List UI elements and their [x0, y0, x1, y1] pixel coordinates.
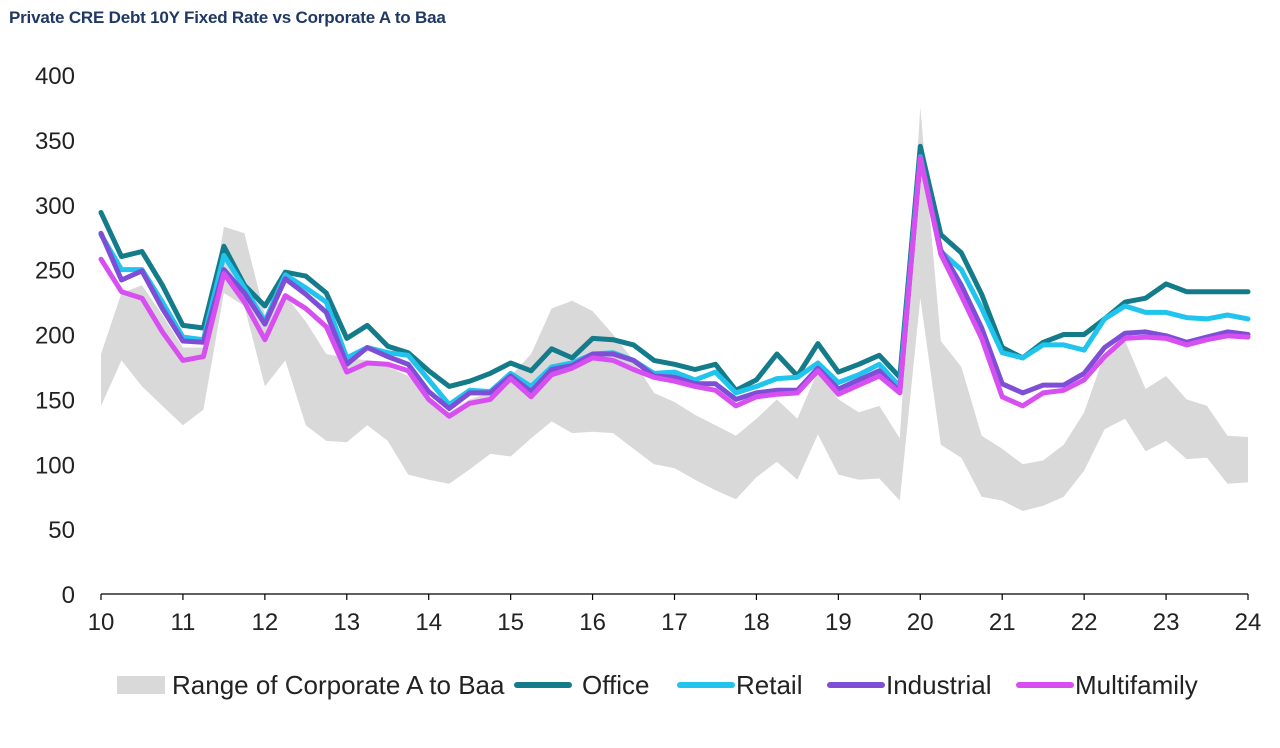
y-tick-label: 400	[35, 63, 75, 90]
x-tick-label: 10	[88, 609, 115, 636]
x-tick-label: 11	[170, 609, 195, 636]
x-tick-label: 24	[1235, 609, 1262, 636]
x-tick-label: 15	[497, 609, 524, 636]
legend-label-multifamily: Multifamily	[1075, 670, 1198, 700]
x-tick-label: 19	[825, 609, 852, 636]
y-tick-label: 250	[35, 258, 75, 285]
x-tick-label: 16	[579, 609, 606, 636]
legend-swatch-range	[117, 676, 165, 694]
legend-label-retail: Retail	[736, 670, 802, 700]
x-tick-label: 22	[1071, 609, 1098, 636]
x-tick-label: 18	[743, 609, 770, 636]
series-line-industrial	[98, 155, 1251, 411]
series-line-retail	[98, 154, 1251, 408]
y-tick-label: 150	[35, 387, 75, 414]
range-band-corporate-a-to-baa	[101, 107, 1248, 512]
x-tick-label: 12	[252, 609, 279, 636]
legend-label-office: Office	[582, 670, 649, 700]
x-tick-label: 21	[989, 609, 1016, 636]
x-tick-label: 13	[333, 609, 360, 636]
chart-title: Private CRE Debt 10Y Fixed Rate vs Corpo…	[9, 8, 446, 27]
y-tick-label: 50	[48, 517, 75, 544]
x-tick-label: 14	[415, 609, 442, 636]
y-tick-label: 0	[62, 582, 75, 609]
y-tick-label: 100	[35, 452, 75, 479]
y-tick-label: 300	[35, 193, 75, 220]
y-tick-label: 350	[35, 128, 75, 155]
x-tick-label: 20	[907, 609, 934, 636]
x-tick-label: 17	[661, 609, 688, 636]
plot-area	[98, 107, 1251, 512]
series-line-office	[98, 143, 1251, 393]
series-line-multifamily	[98, 155, 1251, 419]
legend-label-industrial: Industrial	[886, 670, 992, 700]
legend-label-range: Range of Corporate A to Baa	[172, 670, 505, 700]
x-tick-label: 23	[1153, 609, 1180, 636]
y-tick-label: 200	[35, 323, 75, 350]
legend: Range of Corporate A to Baa Office Retail I…	[117, 670, 1198, 700]
axes: 10 11 12 13 14 15 16 17 18 19 20 21 22 23 24 0 50 100 150 2…	[35, 63, 1261, 636]
